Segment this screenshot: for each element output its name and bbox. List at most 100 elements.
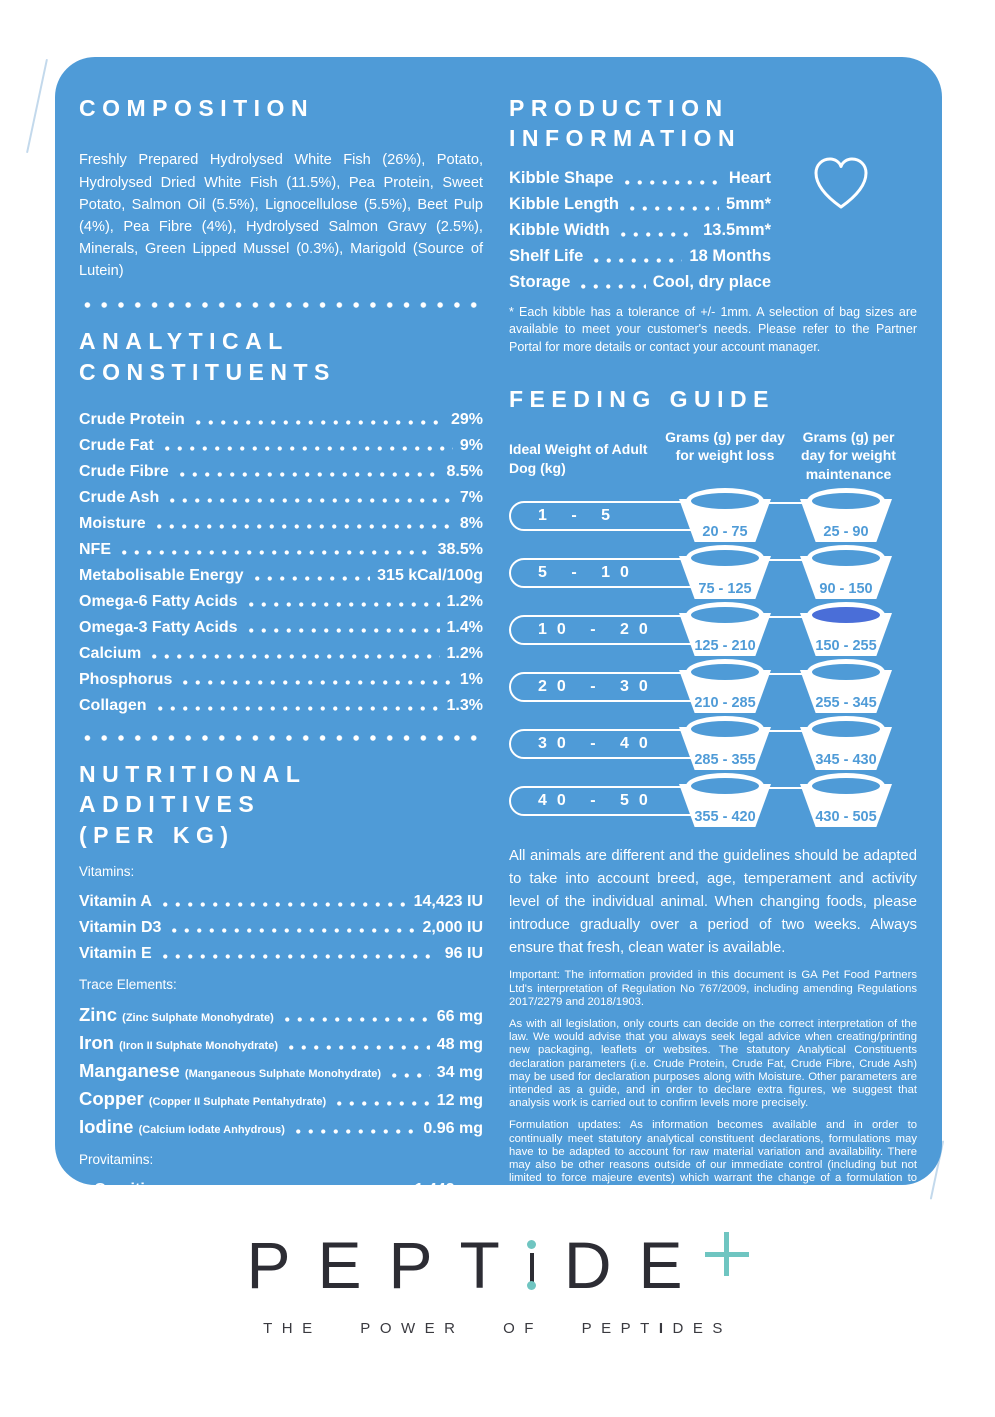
- row-label: NFE: [79, 540, 111, 558]
- row-label: Moisture: [79, 514, 146, 532]
- bowl-icon-weight-maintenance: 255 - 345: [799, 658, 893, 713]
- grams-loss: 125 - 210: [694, 637, 756, 654]
- feeding-row: 20 - 30 210 - 285 255 - 345: [509, 658, 917, 715]
- grams-loss: 75 - 125: [698, 580, 752, 597]
- row-label: Crude Fat: [79, 436, 154, 454]
- connector-line: [734, 672, 859, 676]
- logo-letters: P E P T D E: [246, 1228, 682, 1302]
- logo-letter: D: [563, 1228, 612, 1302]
- tagline-text: DES: [672, 1320, 732, 1338]
- bowl-icon-weight-loss: 285 - 355: [678, 715, 772, 770]
- feeding-guide-headers: Ideal Weight of Adult Dog (kg) Grams (g)…: [509, 428, 917, 483]
- row-label: Storage: [509, 272, 571, 291]
- dotted-leader: [280, 1017, 430, 1023]
- trace-elements-label: Trace Elements:: [79, 977, 177, 993]
- row-label: Calcium: [79, 644, 142, 662]
- table-row: Vitamin D3 2,000 IU: [79, 911, 483, 937]
- table-row: Copper (Copper II Sulphate Pentahydrate)…: [79, 1082, 483, 1110]
- row-value: 8%: [459, 514, 483, 532]
- grams-maintenance: 90 - 150: [819, 580, 873, 597]
- row-value: 38.5%: [437, 540, 483, 558]
- logo-letter: P: [388, 1228, 433, 1302]
- dotted-leader: [284, 1045, 430, 1051]
- heading-line: NUTRITIONAL ADDITIVES: [79, 761, 306, 818]
- row-value: 7%: [459, 488, 483, 506]
- decorative-corner-line: [26, 58, 48, 154]
- additives-table: Vitamins: Vitamin A 14,423 IU Vitamin D3 2…: [79, 864, 483, 1199]
- analytical-table: Crude Protein 29% Crude Fat 9% Crude Fibre…: [79, 403, 483, 715]
- dotted-leader: [590, 257, 683, 263]
- bowl-opening: [686, 487, 764, 514]
- info-card: COMPOSITION Freshly Prepared Hydrolysed …: [55, 57, 942, 1198]
- row-value: 2,000 IU: [422, 919, 483, 936]
- bowl-icon-weight-loss: 355 - 420: [678, 772, 772, 827]
- row-value: 34 mg: [436, 1064, 483, 1081]
- logo-tagline: THE POWER OF PEPT I DES: [263, 1320, 732, 1337]
- row-label: Vitamin D3: [79, 919, 162, 936]
- row-label: Metabolisable Energy: [79, 566, 244, 584]
- dotted-leader: [148, 654, 440, 660]
- table-row: Omega-6 Fatty Acids 1.2%: [79, 585, 483, 611]
- row-label: Iodine (Calcium Iodate Anhydrous): [79, 1116, 285, 1138]
- table-row: Kibble Width 13.5mm*: [509, 215, 771, 241]
- bowl-icon-weight-loss: 210 - 285: [678, 658, 772, 713]
- table-row: Storage Cool, dry place: [509, 267, 771, 293]
- grams-loss: 285 - 355: [694, 751, 756, 768]
- dotted-separator: [79, 302, 483, 309]
- dotted-leader: [250, 576, 371, 582]
- dotted-leader: [175, 472, 440, 478]
- row-label: Vitamin E: [79, 945, 152, 962]
- heading-line: INFORMATION: [509, 125, 742, 152]
- row-value: 29%: [450, 410, 483, 428]
- table-row: Crude Protein 29%: [79, 403, 483, 429]
- table-row: Shelf Life 18 Months: [509, 241, 771, 267]
- table-row: L-Carnitine 1,442 mg: [79, 1173, 483, 1199]
- row-label: Iron (Iron II Sulphate Monohydrate): [79, 1032, 278, 1054]
- bowl-opening: [686, 658, 764, 685]
- row-value: 5mm*: [726, 194, 771, 213]
- dotted-leader: [152, 524, 453, 530]
- feeding-row: 5 - 10 75 - 125 90 - 150: [509, 544, 917, 601]
- dotted-leader: [118, 550, 431, 556]
- bowl-icon-weight-maintenance: 25 - 90: [799, 487, 893, 542]
- logo-letter: E: [317, 1228, 362, 1302]
- grams-maintenance: 150 - 255: [815, 637, 877, 654]
- row-label: Phosphorus: [79, 670, 173, 688]
- bowl-opening: [807, 658, 885, 685]
- row-label: Omega-6 Fatty Acids: [79, 592, 238, 610]
- legal-formulation-text: Formulation updates: As information beco…: [509, 1119, 917, 1198]
- table-row: Iodine (Calcium Iodate Anhydrous) 0.96 mg: [79, 1110, 483, 1138]
- table-row: Moisture 8%: [79, 507, 483, 533]
- element-name: Manganese: [79, 1060, 180, 1081]
- dotted-leader: [626, 205, 720, 211]
- kibble-footnote: * Each kibble has a tolerance of +/- 1mm…: [509, 304, 917, 354]
- dotted-leader: [153, 706, 440, 712]
- element-name: Zinc: [79, 1004, 118, 1025]
- grams-maintenance: 25 - 90: [823, 523, 869, 540]
- row-value: 96 IU: [444, 945, 483, 962]
- left-column: COMPOSITION Freshly Prepared Hydrolysed …: [79, 93, 483, 1199]
- production-section: PRODUCTION INFORMATION Kibble Shape Heart…: [509, 93, 917, 356]
- row-value: 9%: [459, 436, 483, 454]
- row-label: Kibble Length: [509, 194, 619, 213]
- bowl-opening: [807, 544, 885, 571]
- connector-line: [734, 501, 859, 505]
- bowl-icon-weight-loss: 125 - 210: [678, 601, 772, 656]
- legal-legislation-text: As with all legislation, only courts can…: [509, 1017, 917, 1110]
- bowl-opening: [807, 601, 885, 628]
- feeding-row: 1 - 5 20 - 75 25 - 90: [509, 487, 917, 544]
- dotted-leader: [333, 1101, 430, 1107]
- feeding-guide-section: FEEDING GUIDE Ideal Weight of Adult Dog …: [509, 384, 917, 1198]
- bowl-opening: [807, 487, 885, 514]
- row-value: 0.96 mg: [423, 1120, 483, 1137]
- element-name: Iron: [79, 1032, 114, 1053]
- row-label: Collagen: [79, 696, 147, 714]
- table-row: Iron (Iron II Sulphate Monohydrate) 48 mg: [79, 1026, 483, 1054]
- row-value: 1.3%: [446, 696, 483, 714]
- weight-range: 10 - 20: [538, 620, 658, 638]
- row-value: 315 kCal/100g: [377, 566, 483, 584]
- row-value: Cool, dry place: [652, 272, 771, 291]
- element-compound: (Calcium Iodate Anhydrous): [138, 1124, 285, 1136]
- bowl-opening: [807, 715, 885, 742]
